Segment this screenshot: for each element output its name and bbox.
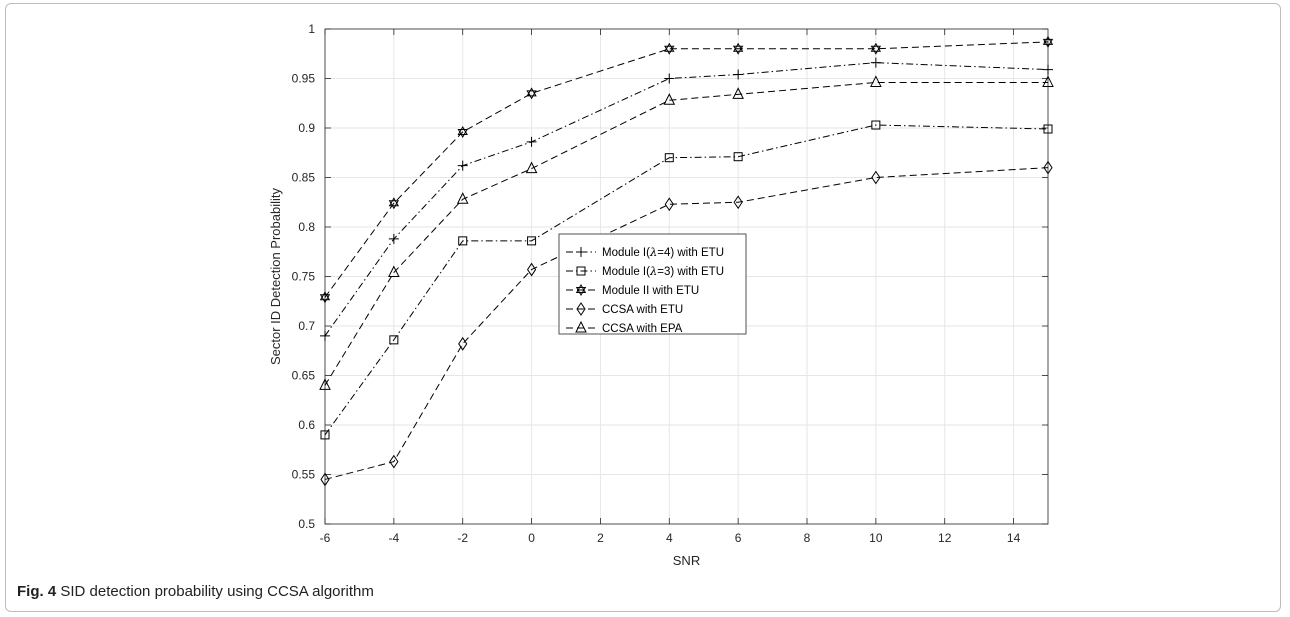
marker-triangle <box>732 87 744 99</box>
marker-plus <box>526 136 537 147</box>
marker-hexagram <box>664 42 675 55</box>
marker-hexagram <box>575 283 587 297</box>
y-tick-label: 0.55 <box>292 468 316 482</box>
marker-triangle <box>319 378 331 390</box>
y-tick-labels: 0.5 0.55 0.6 0.65 0.7 0.75 0.8 0.85 0.9 0.95 1 <box>292 22 316 531</box>
marker-diamond <box>320 472 330 487</box>
legend: Module I(λ=4) with ETU Module I(λ=3) with… <box>558 233 747 335</box>
marker-triangle <box>575 320 587 333</box>
marker-diamond <box>458 336 468 351</box>
marker-diamond <box>1043 160 1053 175</box>
x-tick-label: 14 <box>1007 531 1021 545</box>
series-1 <box>320 57 1053 341</box>
legend-label: Module II with ETU <box>602 285 699 297</box>
legend-label: CCSA with ETU <box>602 304 683 316</box>
x-tick-label: 0 <box>528 531 535 545</box>
marker-diamond <box>389 454 399 469</box>
marker-diamond <box>871 170 881 185</box>
series-5 <box>319 75 1054 390</box>
marker-square <box>871 120 881 130</box>
marker-diamond <box>526 262 537 277</box>
legend-label: Module I(λ=4) with ETU <box>602 245 724 259</box>
marker-plus <box>870 57 881 68</box>
marker-square <box>733 152 743 162</box>
marker-hexagram <box>1042 35 1054 48</box>
x-tick-label: -2 <box>457 531 468 545</box>
marker-hexagram <box>388 197 400 210</box>
y-tick-label: 1 <box>308 22 315 36</box>
y-tick-label: 0.95 <box>292 72 316 86</box>
series-line <box>324 124 1049 436</box>
marker-hexagram <box>457 125 468 138</box>
marker-square <box>576 266 586 276</box>
y-tick-label: 0.85 <box>292 171 316 185</box>
marker-plus <box>388 233 399 244</box>
legend-item: Module II with ETU <box>566 283 699 297</box>
figure-caption: Fig. 4 SID detection probability using C… <box>17 583 374 600</box>
x-tick-label: 12 <box>938 531 952 545</box>
y-tick-label: 0.8 <box>298 220 315 234</box>
marker-square <box>389 335 399 345</box>
series-line <box>324 81 1048 386</box>
x-tick-label: 8 <box>804 531 811 545</box>
marker-plus <box>733 69 744 80</box>
legend-item: Module I(λ=3) with ETU <box>566 264 724 278</box>
marker-triangle <box>388 265 400 278</box>
y-tick-label: 0.75 <box>292 270 316 284</box>
marker-plus <box>664 73 675 84</box>
marker-square <box>527 236 537 246</box>
marker-hexagram <box>526 87 537 100</box>
marker-hexagram <box>732 42 744 55</box>
y-tick-label: 0.6 <box>298 418 315 432</box>
marker-square <box>320 430 330 440</box>
legend-box <box>558 233 747 335</box>
y-tick-label: 0.7 <box>298 319 315 333</box>
marker-plus <box>576 247 586 257</box>
caption-label: Fig. 4 <box>17 583 57 600</box>
x-tick-label: 2 <box>597 531 604 545</box>
marker-diamond <box>733 195 743 210</box>
marker-square <box>1043 124 1053 134</box>
y-tick-label: 0.5 <box>298 517 315 531</box>
legend-label: CCSA with EPA <box>602 323 683 335</box>
legend-item: CCSA with ETU <box>566 302 683 316</box>
y-tick-label: 0.65 <box>292 369 316 383</box>
marker-hexagram <box>319 291 331 304</box>
y-tick-label: 0.9 <box>298 121 315 135</box>
marker-plus <box>320 330 330 341</box>
marker-square <box>664 153 674 163</box>
marker-triangle <box>525 161 538 174</box>
marker-diamond <box>576 302 586 316</box>
x-tick-label: -4 <box>389 531 400 545</box>
marker-triangle <box>456 192 469 204</box>
series-line <box>324 41 1049 298</box>
marker-triangle <box>1042 75 1054 87</box>
series-line <box>324 62 1049 337</box>
marker-triangle <box>870 75 882 87</box>
marker-diamond <box>664 197 674 212</box>
legend-label: Module I(λ=3) with ETU <box>602 264 724 278</box>
series-2 <box>320 120 1053 440</box>
series-lines <box>319 35 1054 487</box>
series-3 <box>319 35 1054 304</box>
marker-plus <box>1043 64 1053 75</box>
y-axis-label: Sector ID Detection Probability <box>268 187 283 365</box>
x-tick-label: 6 <box>735 531 742 545</box>
marker-plus <box>457 160 468 171</box>
caption-text: SID detection probability using CCSA alg… <box>60 583 374 600</box>
x-tick-labels: -6 -4 -2 0 2 4 6 8 10 12 14 <box>320 531 1021 545</box>
legend-item: Module I(λ=4) with ETU <box>566 245 724 259</box>
marker-triangle <box>663 93 676 105</box>
marker-square <box>458 236 468 246</box>
axis-ticks <box>324 28 1048 525</box>
x-tick-label: 4 <box>666 531 673 545</box>
x-tick-label: -6 <box>320 531 331 545</box>
x-axis-label: SNR <box>673 553 700 568</box>
legend-item: CCSA with EPA <box>566 320 683 335</box>
marker-hexagram <box>870 42 882 55</box>
x-tick-label: 10 <box>869 531 883 545</box>
